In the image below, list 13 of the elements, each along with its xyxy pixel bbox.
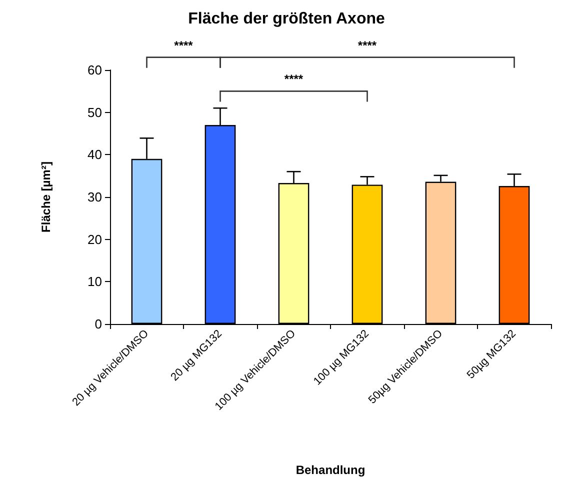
y-tick-label: 30 <box>88 190 102 204</box>
y-tick-label: 60 <box>88 62 102 78</box>
y-tick-label: 0 <box>94 316 102 332</box>
text: **** <box>358 38 377 52</box>
y-tick-label: 50 <box>88 104 102 120</box>
text: **** <box>174 38 194 52</box>
y-tick-label: 40 <box>88 147 102 162</box>
y-tick-label: 20 <box>88 232 102 247</box>
x-axis-title: Behandlung <box>296 463 366 477</box>
chart-title: Fläche der größten Axone <box>188 10 385 28</box>
y-axis-title: Fläche [µm²] <box>39 162 53 232</box>
annotation: **** <box>284 72 304 86</box>
y-tick-label: 10 <box>88 274 102 290</box>
